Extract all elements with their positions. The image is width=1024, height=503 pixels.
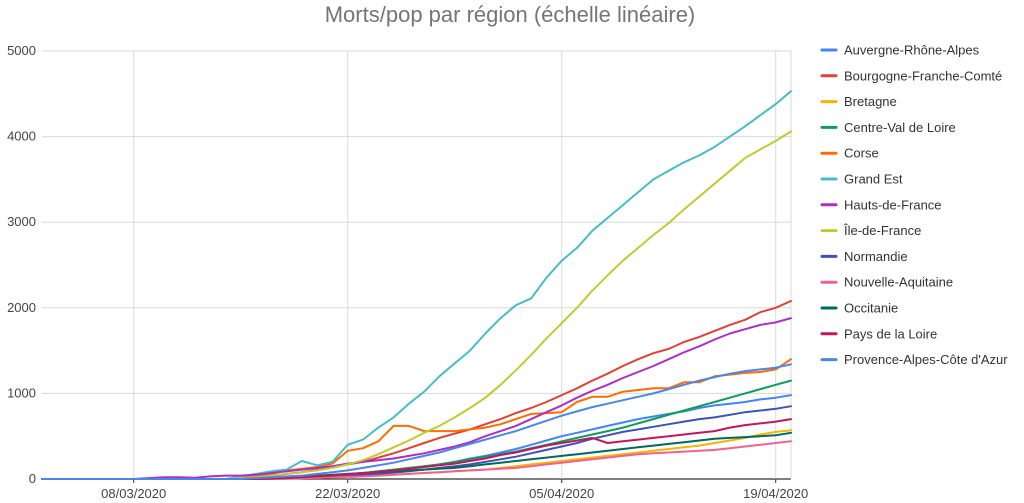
legend-label[interactable]: Île-de-France [843, 223, 921, 238]
legend-label[interactable]: Grand Est [844, 172, 903, 187]
series-lines [41, 90, 792, 480]
x-tick-label: 08/03/2020 [101, 486, 166, 501]
y-tick-label: 2000 [7, 300, 36, 315]
y-tick-label: 5000 [7, 43, 36, 58]
series-line-3[interactable] [41, 379, 792, 480]
series-line-12[interactable] [41, 363, 792, 480]
legend-label[interactable]: Occitanie [844, 301, 898, 316]
x-tick-label: 22/03/2020 [315, 486, 380, 501]
legend-label[interactable]: Nouvelle-Aquitaine [844, 275, 953, 290]
legend: Auvergne-Rhône-Alpes Bourgogne-Franche-Co… [820, 43, 1008, 367]
legend-label[interactable]: Corse [844, 146, 879, 161]
y-tick-label: 3000 [7, 214, 36, 229]
x-tick-label: 05/04/2020 [529, 486, 594, 501]
axes: 0 1000 2000 3000 4000 5000 08/03/2020 22/03/202… [7, 43, 808, 501]
series-line-7[interactable] [41, 130, 792, 480]
legend-label[interactable]: Pays de la Loire [844, 326, 937, 341]
series-line-4[interactable] [41, 358, 792, 480]
y-tick-label: 4000 [7, 129, 36, 144]
legend-label[interactable]: Bourgogne-Franche-Comté [844, 68, 1002, 83]
legend-label[interactable]: Auvergne-Rhône-Alpes [844, 43, 980, 58]
legend-label[interactable]: Bretagne [844, 94, 897, 109]
series-line-10[interactable] [41, 431, 792, 480]
y-tick-label: 0 [29, 471, 36, 486]
legend-label[interactable]: Centre-Val de Loire [844, 120, 956, 135]
legend-label[interactable]: Provence-Alpes-Côte d'Azur [844, 352, 1008, 367]
y-tick-label: 1000 [7, 385, 36, 400]
grid [42, 50, 792, 480]
chart-title: Morts/pop par région (échelle linéaire) [325, 2, 696, 27]
legend-label[interactable]: Normandie [844, 249, 908, 264]
series-line-6[interactable] [41, 317, 792, 480]
x-tick-label: 19/04/2020 [743, 486, 808, 501]
series-line-5[interactable] [41, 90, 792, 480]
legend-label[interactable]: Hauts-de-France [844, 197, 942, 212]
